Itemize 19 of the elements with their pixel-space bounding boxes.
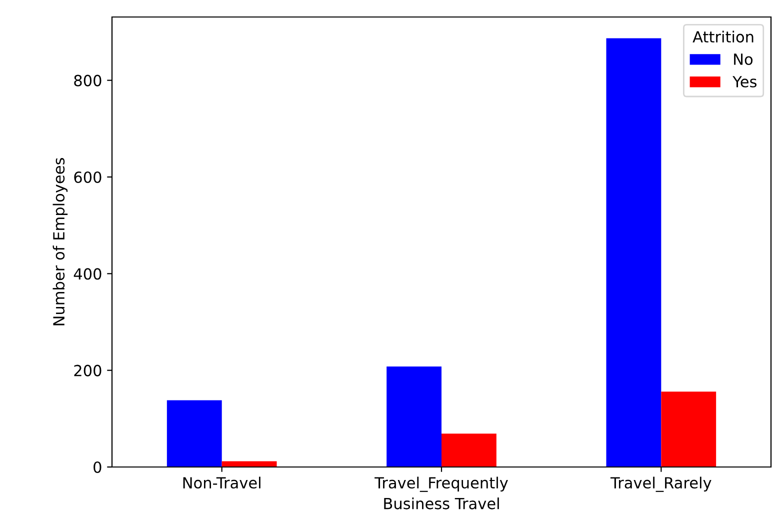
x-tick-label: Travel_Rarely xyxy=(610,476,712,492)
y-tick-label: 200 xyxy=(74,364,102,376)
x-axis-title: Business Travel xyxy=(384,497,499,510)
x-tick-label: Non-Travel xyxy=(183,476,260,489)
bar xyxy=(386,366,442,467)
legend-label: No xyxy=(734,54,753,65)
y-tick-label: 600 xyxy=(74,171,102,184)
bar xyxy=(661,392,716,467)
y-tick-label: 800 xyxy=(74,74,102,86)
legend-label: Yes xyxy=(732,76,757,88)
y-axis-title: Number of Employees xyxy=(52,158,68,326)
legend-title: Attrition xyxy=(692,30,754,43)
bar xyxy=(606,38,662,467)
x-tick-label: Travel_Frequently xyxy=(374,476,508,492)
bar xyxy=(222,461,277,467)
y-tick-label: 400 xyxy=(74,268,102,280)
y-tick-label: 0 xyxy=(94,461,102,474)
bar xyxy=(442,434,496,467)
bar xyxy=(166,400,222,467)
